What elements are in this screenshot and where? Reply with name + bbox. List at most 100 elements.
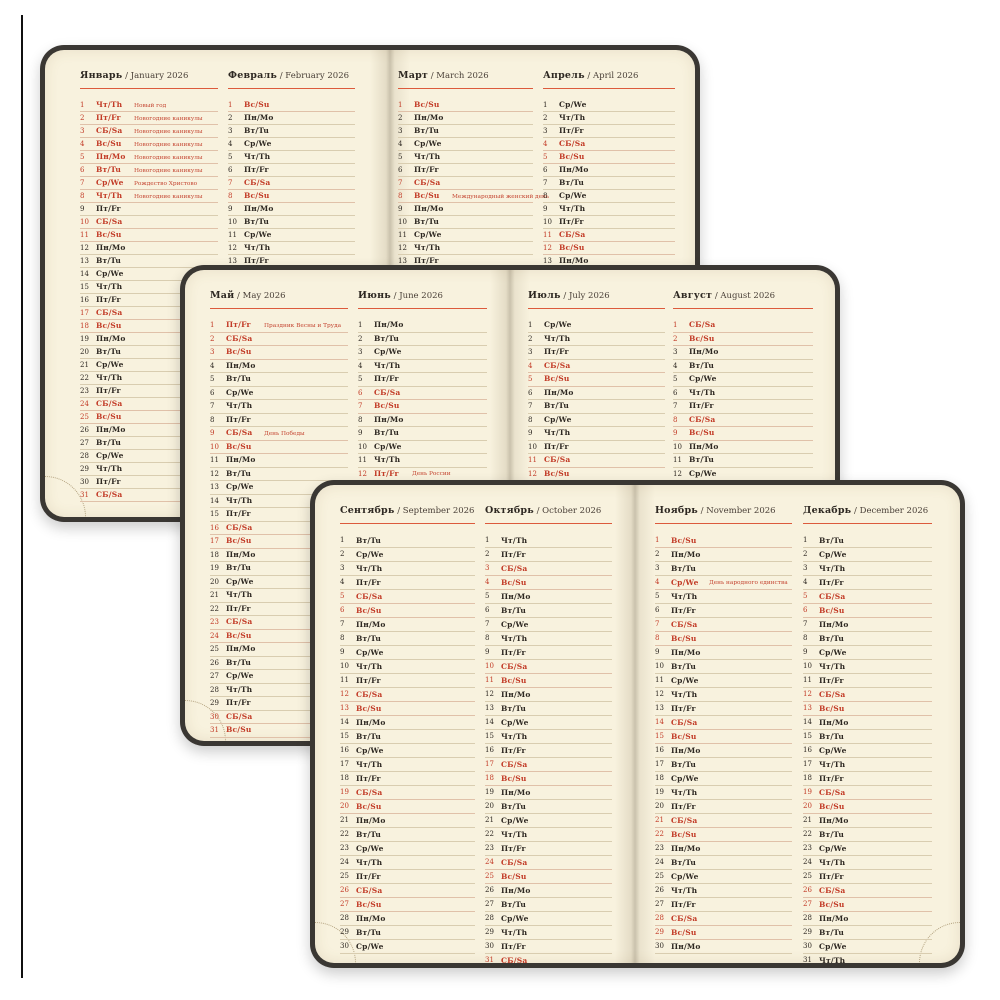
day-number: 6 — [340, 606, 345, 614]
calendar-row: 16 Ср/We — [340, 744, 475, 758]
month-title: Июль / July 2026 — [528, 286, 665, 309]
calendar-row: 12 Чт/Th — [398, 242, 533, 255]
calendar-row: 26 СБ/Sa — [803, 884, 932, 898]
day-number: 23 — [340, 844, 349, 852]
weekday-abbr: Пт/Fr — [96, 204, 121, 213]
weekday-abbr: СБ/Sa — [559, 139, 586, 148]
day-number: 3 — [398, 127, 403, 135]
day-number: 8 — [655, 634, 660, 642]
month-rows: 1 Вс/Su 2 Пн/Mo 3 Вт/Tu 4 Ср/We День народного е… — [655, 534, 792, 963]
day-number: 12 — [228, 244, 237, 252]
weekday-abbr: Вт/Tu — [501, 606, 527, 615]
weekday-abbr: Вт/Tu — [244, 217, 270, 226]
weekday-abbr: Чт/Th — [819, 956, 846, 963]
calendar-row: 3 Пт/Fr — [543, 125, 675, 138]
empty-ruled-line — [340, 954, 475, 963]
weekday-abbr: Вт/Tu — [671, 858, 697, 867]
calendar-row: 10 Вт/Tu — [228, 216, 355, 229]
calendar-row: 25 Пт/Fr — [340, 870, 475, 884]
calendar-row: 7 Ср/We Рождество Христово — [80, 177, 218, 190]
calendar-row: 31 СБ/Sa — [485, 954, 612, 963]
day-number: 10 — [803, 662, 812, 670]
calendar-row: 2 Вс/Su — [673, 333, 813, 346]
day-number: 5 — [210, 375, 215, 383]
calendar-row: 20 Вс/Su — [340, 800, 475, 814]
calendar-row: 10 СБ/Sa — [80, 216, 218, 229]
day-number: 13 — [80, 257, 89, 265]
day-number: 5 — [228, 153, 233, 161]
month-title-ru: Май — [210, 290, 235, 301]
weekday-abbr: Ср/We — [689, 468, 717, 478]
month-title: Сентябрь / September 2026 — [340, 501, 475, 524]
weekday-abbr: СБ/Sa — [501, 760, 528, 769]
day-number: 11 — [673, 456, 682, 464]
calendar-row: 26 Пн/Mo — [485, 884, 612, 898]
calendar-row: 9 Ср/We — [340, 646, 475, 660]
calendar-row: 28 Чт/Th — [210, 684, 348, 697]
calendar-row: 22 Вт/Tu — [340, 828, 475, 842]
weekday-abbr: СБ/Sa — [226, 711, 253, 721]
weekday-abbr: Чт/Th — [559, 113, 586, 122]
calendar-row: 11 Пт/Fr — [803, 674, 932, 688]
calendar-row: 20 Вт/Tu — [80, 346, 218, 359]
day-number: 26 — [803, 886, 812, 894]
month-title-en: August 2026 — [720, 291, 776, 301]
day-number: 13 — [543, 257, 552, 265]
day-number: 14 — [210, 496, 219, 505]
weekday-abbr: Ср/We — [226, 482, 254, 491]
calendar-row: 12 Вс/Su — [543, 242, 675, 255]
month-february: Февраль / February 2026 1 Вс/Su 2 Пн/Mo 3 Вт/T… — [228, 66, 355, 268]
day-number: 17 — [655, 760, 664, 768]
day-number: 14 — [803, 718, 812, 726]
calendar-row: 9 СБ/Sa День Победы — [210, 427, 348, 441]
calendar-row: 19 СБ/Sa — [340, 786, 475, 800]
calendar-row: 13 Пт/Fr — [655, 702, 792, 716]
month-title-en: February 2026 — [285, 71, 350, 81]
day-number: 4 — [673, 361, 678, 370]
day-number: 20 — [210, 577, 219, 586]
day-number: 4 — [655, 578, 660, 586]
month-title-separator: / — [390, 291, 400, 301]
weekday-abbr: СБ/Sa — [96, 490, 123, 499]
weekday-abbr: Чт/Th — [819, 858, 846, 867]
weekday-abbr: Ср/We — [244, 139, 272, 148]
calendar-row: 23 Пт/Fr — [80, 385, 218, 398]
calendar-row: 10 Ср/We — [358, 441, 487, 454]
calendar-row: 12 Ср/We — [673, 468, 813, 481]
month-title-separator: / — [560, 291, 569, 301]
day-number: 6 — [210, 388, 215, 397]
calendar-row: 29 Вт/Tu — [340, 926, 475, 940]
calendar-row: 11 Пт/Fr — [340, 674, 475, 688]
weekday-abbr: Чт/Th — [414, 243, 441, 252]
weekday-abbr: Пт/Fr — [226, 698, 251, 707]
day-number: 12 — [655, 690, 664, 698]
weekday-abbr: Чт/Th — [96, 191, 123, 200]
calendar-row: 9 Пн/Mo — [398, 203, 533, 216]
day-number: 1 — [398, 101, 403, 109]
weekday-abbr: Вс/Su — [671, 634, 697, 643]
weekday-abbr: СБ/Sa — [501, 564, 528, 573]
calendar-row: 28 Ср/We — [80, 450, 218, 463]
day-number: 6 — [655, 606, 660, 614]
day-number: 21 — [340, 816, 349, 824]
weekday-abbr: Вт/Tu — [226, 374, 252, 383]
day-number: 10 — [543, 218, 552, 226]
calendar-row: 17 СБ/Sa — [485, 758, 612, 772]
weekday-abbr: Ср/We — [559, 191, 587, 200]
calendar-row: 23 СБ/Sa — [210, 616, 348, 630]
weekday-abbr: Пт/Fr — [356, 872, 381, 881]
weekday-abbr: Чт/Th — [244, 243, 271, 252]
day-number: 15 — [655, 732, 664, 740]
day-number: 22 — [210, 604, 219, 613]
calendar-row: 19 Пн/Mo — [485, 786, 612, 800]
calendar-row: 9 Вс/Su — [673, 427, 813, 441]
day-number: 15 — [340, 732, 349, 740]
weekday-abbr: Вт/Tu — [671, 564, 697, 573]
calendar-row: 7 СБ/Sa — [655, 618, 792, 632]
calendar-row: 6 Пт/Fr — [398, 164, 533, 177]
weekday-abbr: Пн/Mo — [96, 152, 126, 161]
calendar-row: 8 Ср/We — [528, 414, 665, 427]
calendar-row: 7 Вс/Su — [358, 400, 487, 414]
day-number: 3 — [543, 127, 548, 135]
day-number: 7 — [655, 620, 660, 628]
